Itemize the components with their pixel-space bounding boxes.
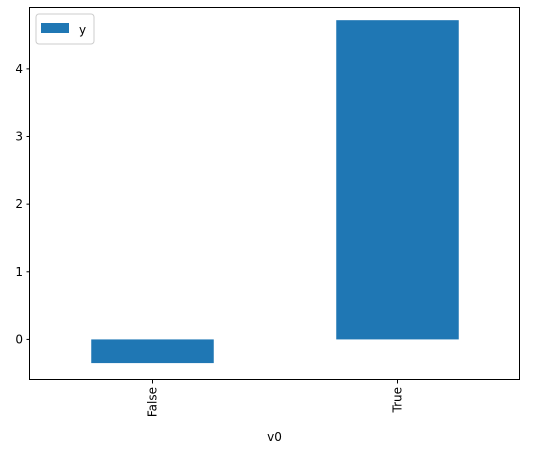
bar-false (91, 339, 214, 364)
x-tick-label: False (146, 387, 160, 417)
legend: y (35, 13, 95, 45)
y-tick-label: 0 (15, 332, 23, 346)
plot-frame (29, 7, 520, 380)
y-tick-label: 1 (15, 265, 23, 279)
y-tick-label: 2 (15, 197, 23, 211)
legend-label: y (79, 23, 86, 37)
bars-layer (91, 20, 459, 364)
legend-swatch (41, 23, 69, 33)
x-axis: False True (146, 380, 405, 417)
x-tick-label: True (391, 387, 405, 414)
y-tick-label: 4 (15, 62, 23, 76)
x-axis-label: v0 (267, 430, 282, 444)
y-tick-label: 3 (15, 130, 23, 144)
y-axis: 0 1 2 3 4 (15, 62, 30, 346)
bar-true (336, 20, 459, 340)
